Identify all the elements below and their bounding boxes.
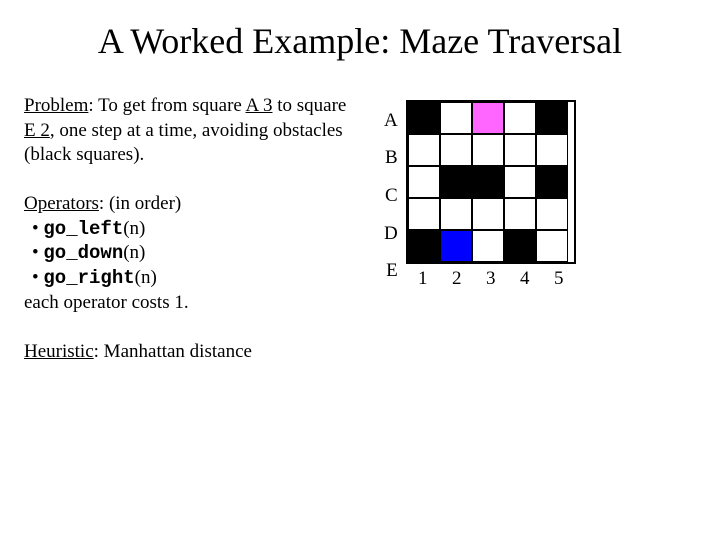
text-column: Problem: To get from square A 3 to squar…: [24, 94, 354, 388]
maze-cell: [504, 102, 536, 134]
problem-text-3: , one step at a time, avoiding obstacles…: [24, 120, 343, 166]
maze-cell: [440, 102, 472, 134]
heuristic-label: Heuristic: [24, 341, 94, 362]
page-title: A Worked Example: Maze Traversal: [24, 20, 696, 62]
maze-cell: [536, 134, 568, 166]
problem-goal-square: E 2: [24, 120, 50, 141]
maze-row-labels: ABCDE: [384, 100, 402, 290]
maze-col-label: 2: [440, 268, 474, 290]
operators-list: go_left(n) go_down(n) go_right(n): [24, 217, 354, 291]
problem-text-2: to square: [272, 95, 346, 116]
maze-col-label: 1: [406, 268, 440, 290]
operator-item: go_left(n): [32, 217, 354, 242]
maze-row-label: A: [384, 105, 402, 137]
maze-cell: [504, 198, 536, 230]
operator-fn: go_right: [43, 267, 134, 289]
maze-column: ABCDE 12345: [384, 94, 576, 388]
maze-wrap: ABCDE 12345: [384, 100, 576, 290]
maze-col-label: 5: [542, 268, 576, 290]
maze-cell: [440, 166, 472, 198]
maze-cell: [408, 102, 440, 134]
operator-item: go_right(n): [32, 266, 354, 291]
maze-cell: [504, 134, 536, 166]
maze-cell: [440, 230, 472, 262]
problem-section: Problem: To get from square A 3 to squar…: [24, 94, 354, 168]
operators-suffix: : (in order): [99, 193, 181, 214]
operator-item: go_down(n): [32, 241, 354, 266]
maze-cell: [504, 230, 536, 262]
content-row: Problem: To get from square A 3 to squar…: [24, 94, 696, 388]
maze-col-label: 4: [508, 268, 542, 290]
heuristic-section: Heuristic: Manhattan distance: [24, 340, 354, 365]
operator-arg: (n): [123, 218, 145, 239]
problem-label: Problem: [24, 95, 88, 116]
maze-cell: [472, 230, 504, 262]
maze-cell: [536, 102, 568, 134]
maze-cell: [472, 134, 504, 166]
operator-arg: (n): [123, 242, 145, 263]
maze-grid: [406, 100, 576, 264]
problem-text-1: : To get from square: [88, 95, 245, 116]
operators-section: Operators: (in order) go_left(n) go_down…: [24, 192, 354, 315]
maze-row-label: B: [384, 142, 402, 174]
maze-cell: [472, 198, 504, 230]
operator-fn: go_down: [43, 242, 123, 264]
maze-col-labels: 12345: [406, 268, 576, 290]
operator-arg: (n): [135, 267, 157, 288]
maze-cell: [536, 166, 568, 198]
maze-cell: [536, 198, 568, 230]
maze-row-label: D: [384, 218, 402, 250]
maze-cell: [440, 134, 472, 166]
operator-fn: go_left: [43, 218, 123, 240]
maze-cell: [504, 166, 536, 198]
maze-cell: [472, 166, 504, 198]
heuristic-value: : Manhattan distance: [94, 341, 252, 362]
maze-cell: [408, 230, 440, 262]
operators-label: Operators: [24, 193, 99, 214]
maze-cell: [408, 166, 440, 198]
maze-cell: [408, 198, 440, 230]
maze-cell: [440, 198, 472, 230]
operators-note: each operator costs 1.: [24, 292, 189, 313]
maze-row-label: C: [384, 180, 402, 212]
maze-cell: [536, 230, 568, 262]
maze-cell: [408, 134, 440, 166]
maze-cell: [472, 102, 504, 134]
maze-row-label: E: [384, 255, 402, 287]
problem-start-square: A 3: [246, 95, 273, 116]
maze-col-label: 3: [474, 268, 508, 290]
